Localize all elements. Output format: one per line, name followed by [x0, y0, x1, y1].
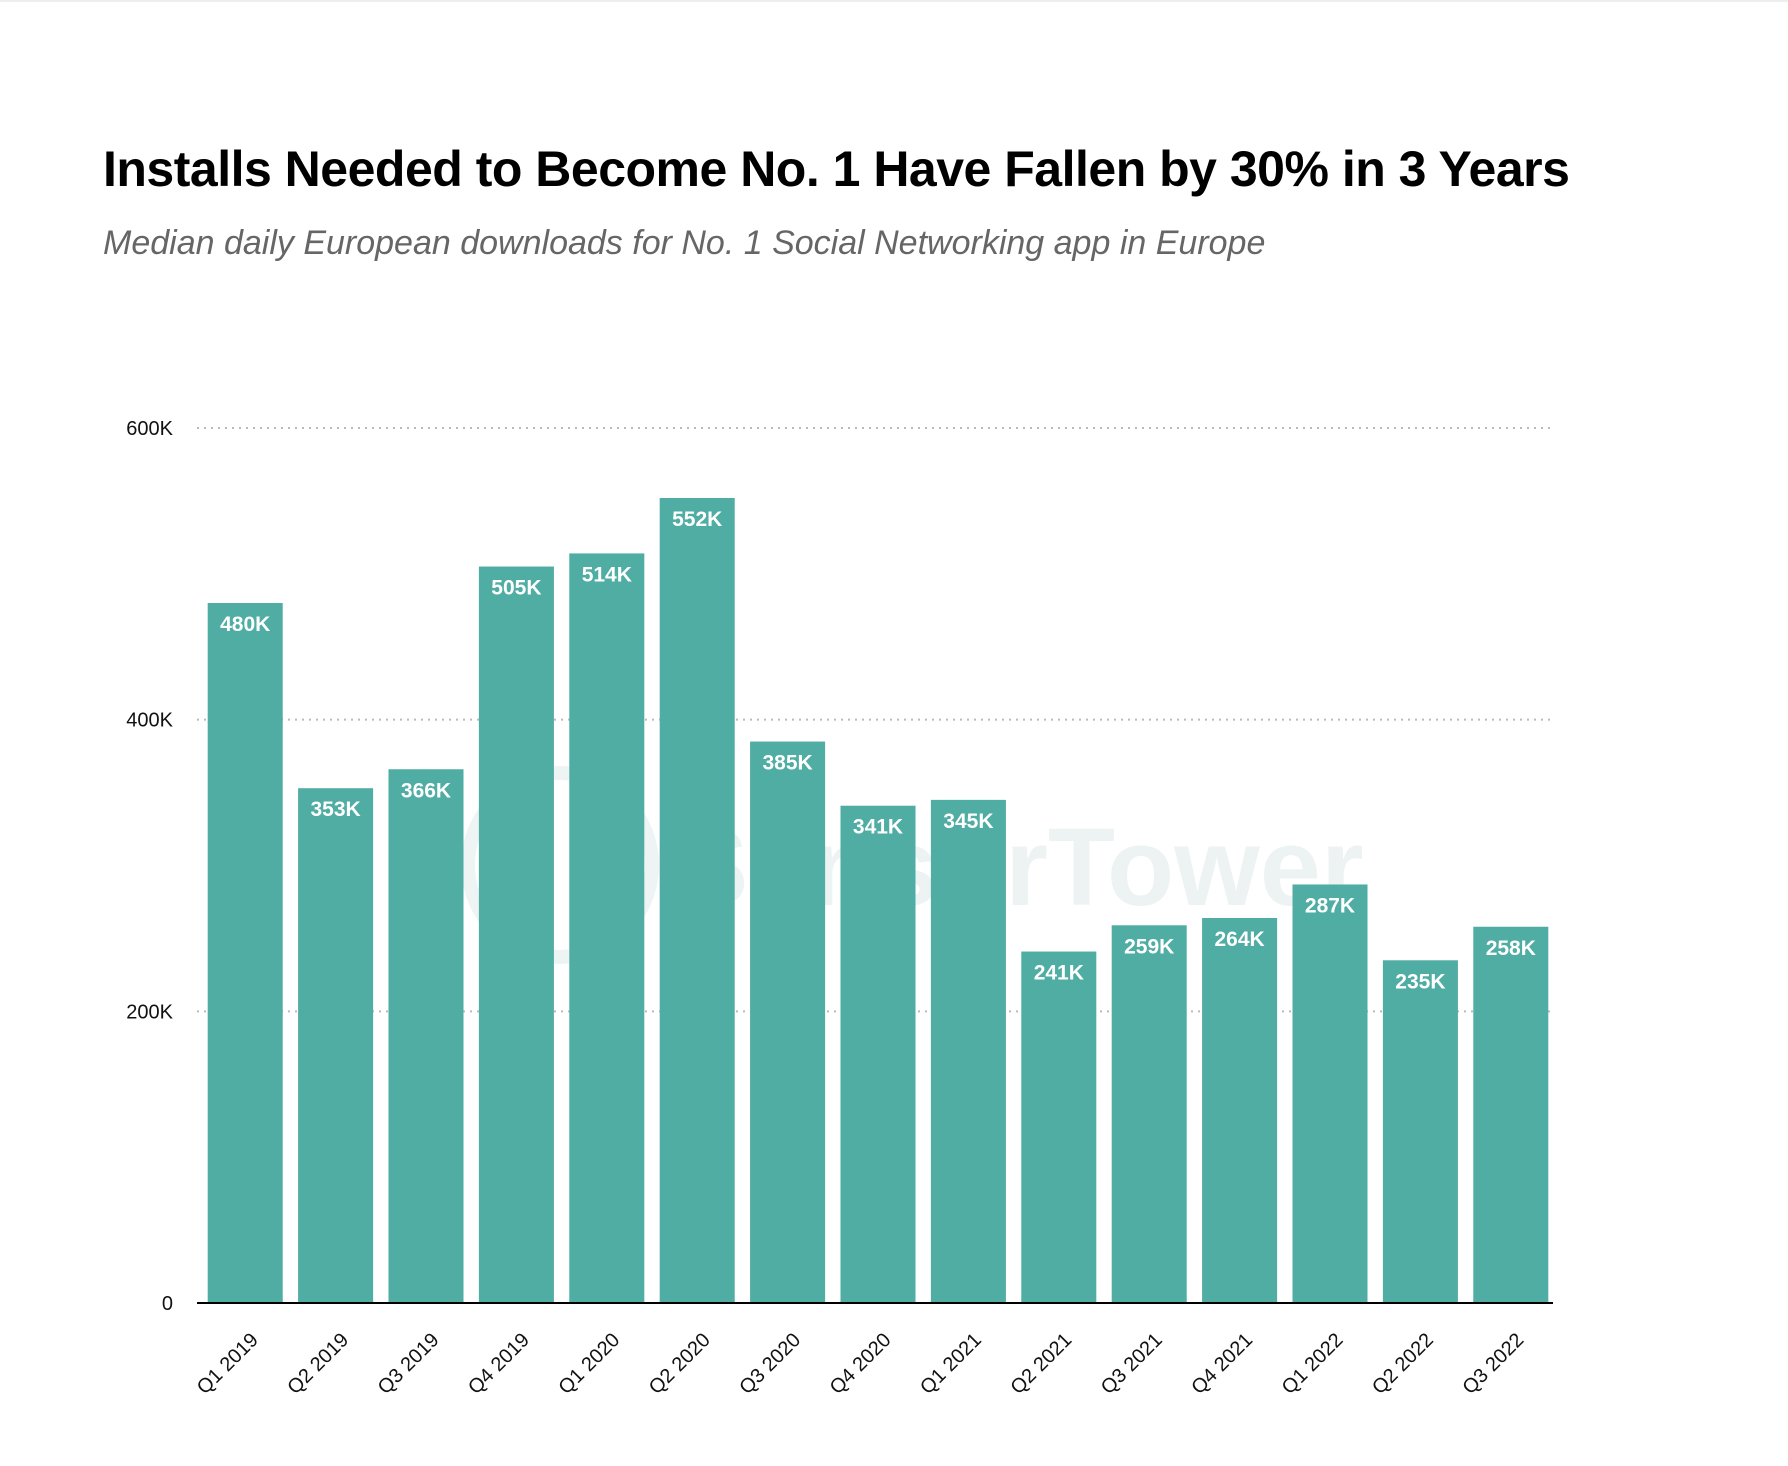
x-tick-label: Q3 2019	[374, 1329, 444, 1399]
x-tick-label: Q1 2019	[193, 1329, 263, 1399]
x-tick-label: Q2 2020	[645, 1329, 715, 1399]
data-label: 259K	[1124, 935, 1174, 958]
data-label: 345K	[943, 810, 993, 833]
data-label: 264K	[1214, 928, 1264, 951]
x-tick-label: Q4 2021	[1187, 1329, 1257, 1399]
x-tick-label: Q4 2019	[464, 1329, 534, 1399]
chart-subtitle: Median daily European downloads for No. …	[103, 224, 1266, 262]
bar	[298, 788, 374, 1303]
data-label: 287K	[1305, 894, 1355, 917]
data-label: 366K	[401, 779, 451, 802]
bar	[659, 498, 735, 1303]
y-tick-label: 400K	[126, 710, 173, 732]
bar	[750, 741, 826, 1303]
data-label: 235K	[1395, 970, 1445, 993]
bar	[388, 769, 464, 1303]
bar	[930, 799, 1006, 1303]
x-tick-label: Q3 2021	[1097, 1329, 1167, 1399]
y-tick-label: 600K	[126, 418, 173, 440]
chart-title: Installs Needed to Become No. 1 Have Fal…	[103, 141, 1570, 197]
data-label: 552K	[672, 508, 722, 531]
watermark-logo-icon	[461, 766, 659, 964]
bar	[1382, 960, 1458, 1303]
x-tick-label: Q1 2020	[555, 1329, 625, 1399]
watermark	[461, 766, 659, 964]
bar	[207, 603, 283, 1303]
top-border	[0, 0, 1788, 2]
data-label: 505K	[491, 577, 541, 600]
data-label: 258K	[1486, 937, 1536, 960]
x-tick-label: Q2 2021	[1007, 1329, 1077, 1399]
data-label: 341K	[853, 816, 903, 839]
bar	[478, 566, 554, 1303]
data-label: 241K	[1034, 962, 1084, 985]
data-label: 385K	[762, 752, 812, 775]
y-tick-label: 0	[162, 1293, 173, 1315]
bar	[1111, 925, 1187, 1303]
x-tick-label: Q3 2022	[1459, 1329, 1529, 1399]
data-label: 353K	[310, 798, 360, 821]
bar	[840, 805, 916, 1303]
y-tick-label: 200K	[126, 1001, 173, 1023]
bar	[1202, 918, 1278, 1303]
data-label: 514K	[582, 563, 632, 586]
bar	[1292, 884, 1368, 1303]
bar	[569, 553, 645, 1303]
x-tick-label: Q2 2022	[1368, 1329, 1438, 1399]
x-tick-label: Q2 2019	[283, 1329, 353, 1399]
x-tick-label: Q1 2021	[916, 1329, 986, 1399]
bar	[1473, 926, 1549, 1303]
bar	[1021, 951, 1097, 1303]
x-tick-label: Q1 2022	[1278, 1329, 1348, 1399]
data-label: 480K	[220, 613, 270, 636]
x-tick-label: Q4 2020	[826, 1329, 896, 1399]
x-tick-label: Q3 2020	[735, 1329, 805, 1399]
